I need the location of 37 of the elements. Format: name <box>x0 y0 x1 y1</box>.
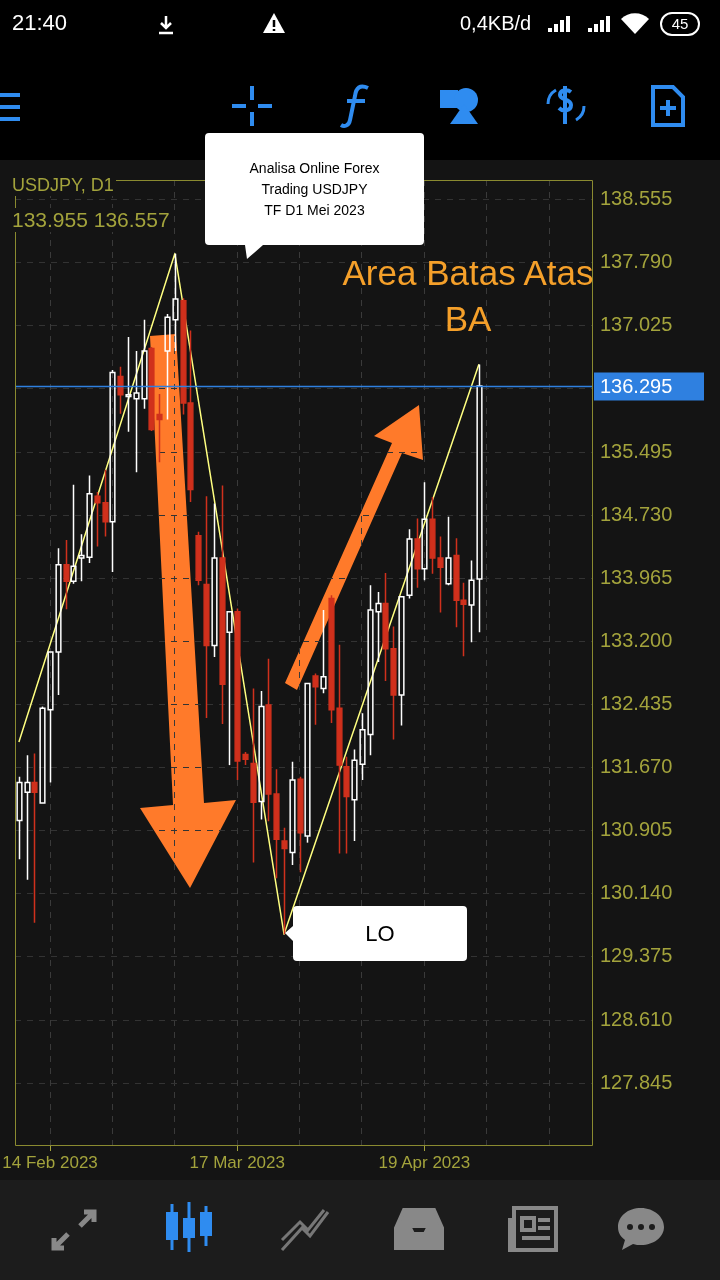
y-tick-label: 134.730 <box>600 502 673 525</box>
y-tick-label: 137.790 <box>600 250 673 273</box>
candlestick <box>421 481 428 582</box>
y-tick-label: 133.965 <box>600 565 673 588</box>
ref-line-label: 136.295 <box>600 375 673 398</box>
y-tick-label: 127.845 <box>600 1070 673 1093</box>
candlestick <box>398 596 405 727</box>
y-tick-label: 130.905 <box>600 818 673 841</box>
chart-title: USDJPY, D1 <box>10 175 116 196</box>
y-tick-label: 129.375 <box>600 944 673 967</box>
text: 21:40 <box>12 10 68 36</box>
y-tick-label: 130.140 <box>600 881 673 904</box>
candlestick <box>468 559 475 643</box>
candlestick <box>70 483 77 585</box>
annotation: LO <box>364 919 396 948</box>
y-tick-label: 131.670 <box>600 755 673 778</box>
candlestick <box>226 610 233 766</box>
candlestick <box>258 690 265 821</box>
text: 133.955 136.557 <box>10 208 172 232</box>
candlestick <box>476 363 483 634</box>
y-tick-label: 132.435 <box>600 692 673 714</box>
y-tick-label: 128.610 <box>600 1007 673 1030</box>
x-tick-label: 17 Mar 2023 <box>189 1152 285 1172</box>
x-tick-label: 14 Feb 2023 <box>2 1152 98 1172</box>
text: 0,4KB/d <box>460 12 532 35</box>
y-tick-label: 137.025 <box>600 313 673 336</box>
y-tick-label: 133.200 <box>600 628 673 651</box>
candlestick <box>289 761 296 866</box>
x-tick-label: 19 Apr 2023 <box>378 1152 471 1172</box>
candlestick <box>109 369 116 573</box>
y-tick-label: 135.495 <box>600 439 673 462</box>
candlestick <box>211 502 218 658</box>
annotation: Area Batas Atas BA <box>342 253 594 338</box>
y-tick-label: 138.555 <box>600 187 673 210</box>
annotation: Analisa Online Forex Trading USDJPY TF D1 Mei 2023 <box>248 158 381 220</box>
candlestick <box>445 516 452 587</box>
candlestick <box>320 609 327 695</box>
